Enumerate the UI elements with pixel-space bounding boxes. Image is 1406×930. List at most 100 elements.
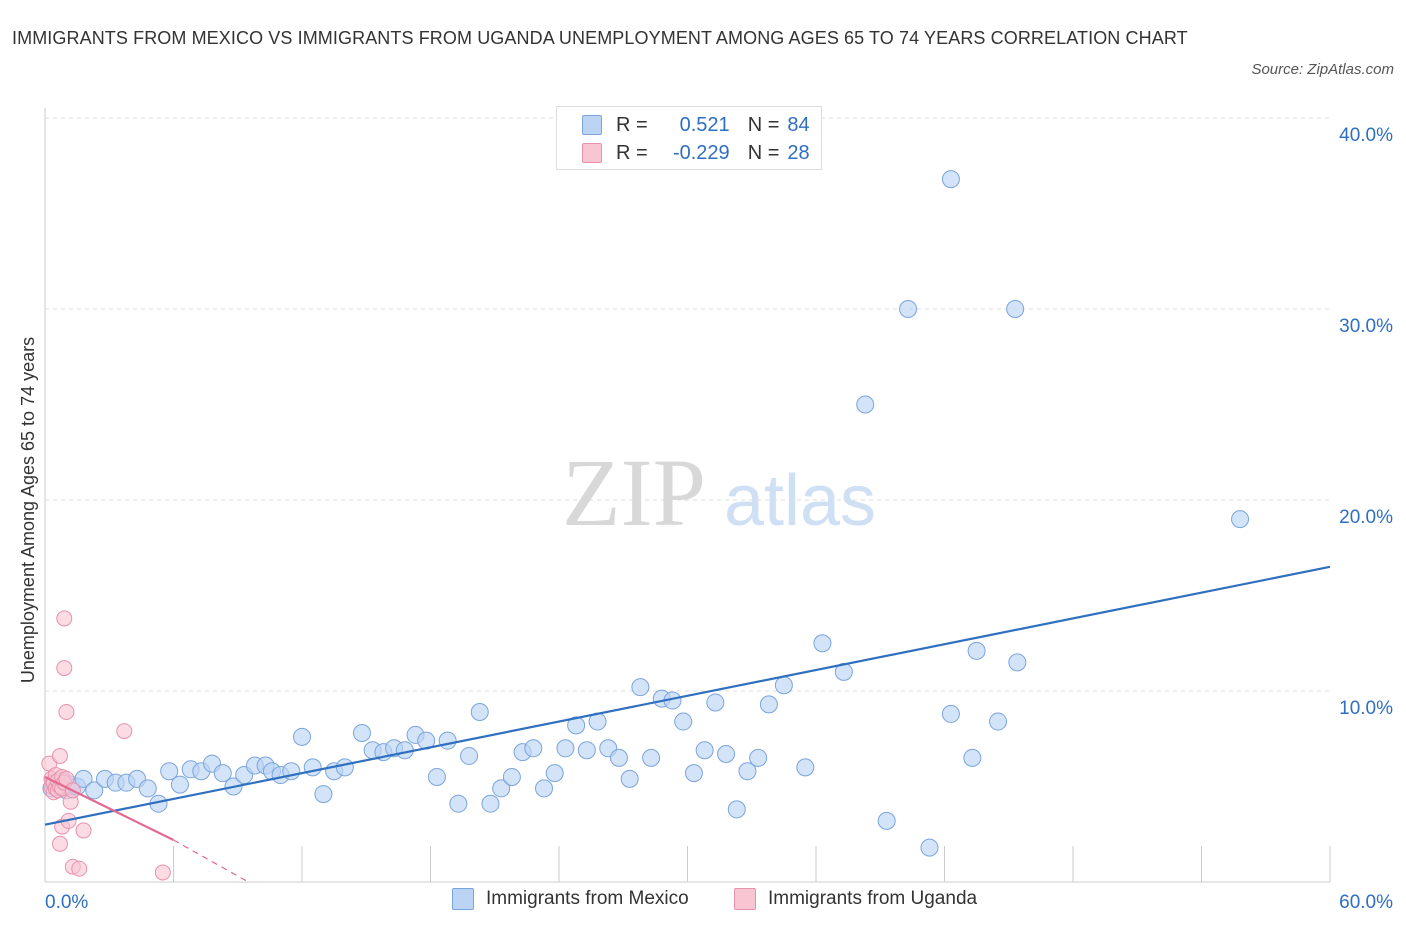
legend-row-mexico: R = 0.521 N = 84 <box>582 113 810 137</box>
mexico-point <box>577 741 596 760</box>
trend-lines <box>44 565 1331 883</box>
mexico-point <box>138 779 157 798</box>
uganda-trend-extension <box>173 839 249 883</box>
series-legend: Immigrants from Mexico Immigrants from U… <box>0 888 1406 918</box>
mexico-point <box>989 712 1008 731</box>
mexico-point <box>759 695 778 714</box>
chart-title: IMMIGRANTS FROM MEXICO VS IMMIGRANTS FRO… <box>12 28 1188 48</box>
mexico-point <box>963 748 982 767</box>
y-tick-label: 30.0% <box>1339 316 1393 337</box>
mexico-point <box>545 764 564 783</box>
uganda-point <box>51 747 68 764</box>
legend-uganda-swatch <box>734 888 756 910</box>
mexico-point <box>438 731 457 750</box>
mexico-trend-line <box>44 565 1331 826</box>
mexico-n-value: 84 <box>787 113 810 136</box>
tick-labels: 10.0% 20.0% 30.0% 40.0% 0.0% 60.0% <box>45 125 1393 913</box>
y-tick-label: 40.0% <box>1339 125 1393 146</box>
uganda-r-value: -0.229 <box>672 141 730 164</box>
mexico-point <box>717 745 736 764</box>
uganda-point <box>75 822 92 839</box>
mexico-point <box>631 678 650 697</box>
uganda-point <box>51 835 68 852</box>
mexico-point <box>877 811 896 830</box>
y-tick-label: 10.0% <box>1339 698 1393 719</box>
mexico-point <box>941 170 960 189</box>
mexico-point <box>856 395 875 414</box>
mexico-point <box>738 762 757 781</box>
uganda-point <box>154 864 171 881</box>
x-tick-label-max: 60.0% <box>1339 892 1393 913</box>
legend-row-uganda: R = -0.229 N = 28 <box>582 141 810 165</box>
mexico-point <box>303 758 322 777</box>
mexico-point <box>727 800 746 819</box>
watermark-zip: ZIP <box>562 439 706 546</box>
mexico-point <box>695 741 714 760</box>
uganda-point <box>56 610 73 627</box>
mexico-r-label: R = <box>616 113 648 136</box>
mexico-point <box>674 712 693 731</box>
mexico-point <box>449 794 468 813</box>
legend-item-mexico[interactable]: Immigrants from Mexico <box>452 888 689 910</box>
mexico-point <box>813 634 832 653</box>
mexico-point <box>620 769 639 788</box>
uganda-r-label: R = <box>616 141 648 164</box>
mexico-point <box>85 781 104 800</box>
mexico-point <box>352 724 371 743</box>
mexico-point <box>213 764 232 783</box>
mexico-swatch <box>582 115 602 135</box>
mexico-point <box>774 676 793 695</box>
mexico-point <box>556 739 575 758</box>
uganda-point <box>56 660 73 677</box>
mexico-point <box>1008 653 1027 672</box>
y-tick-label: 20.0% <box>1339 507 1393 528</box>
uganda-point <box>58 704 75 721</box>
mexico-point <box>314 785 333 804</box>
mexico-point <box>460 746 479 765</box>
mexico-point <box>609 748 628 767</box>
correlation-legend: R = 0.521 N = 84 R = -0.229 N = 28 <box>556 106 822 170</box>
mexico-point <box>160 762 179 781</box>
mexico-point <box>796 758 815 777</box>
uganda-point <box>71 860 88 877</box>
uganda-trend-line <box>44 775 174 841</box>
mexico-point <box>470 703 489 722</box>
mexico-r-value: 0.521 <box>679 113 730 136</box>
mexico-point <box>502 767 521 786</box>
uganda-n-value: 28 <box>787 141 810 164</box>
legend-mexico-label: Immigrants from Mexico <box>486 888 689 909</box>
uganda-point <box>116 723 133 740</box>
y-axis-label: Unemployment Among Ages 65 to 74 years <box>18 337 38 683</box>
mexico-point <box>967 641 986 660</box>
mexico-point <box>427 767 446 786</box>
axes <box>44 108 1331 883</box>
mexico-n-label: N = <box>747 113 780 136</box>
mexico-point <box>567 716 586 735</box>
source-label: Source: ZipAtlas.com <box>1251 61 1394 78</box>
uganda-swatch <box>582 143 602 163</box>
mexico-point <box>74 769 93 788</box>
legend-uganda-label: Immigrants from Uganda <box>768 888 978 909</box>
mexico-point <box>642 748 661 767</box>
mexico-point <box>170 775 189 794</box>
mexico-point <box>293 727 311 746</box>
watermark-atlas: atlas <box>724 461 876 541</box>
mexico-point <box>1231 510 1250 529</box>
x-tick-label-min: 0.0% <box>45 892 88 913</box>
uganda-n-label: N = <box>747 141 780 164</box>
mexico-point <box>492 779 511 798</box>
legend-item-uganda[interactable]: Immigrants from Uganda <box>734 888 977 910</box>
series-uganda-points <box>41 610 171 881</box>
mexico-point <box>535 779 554 798</box>
mexico-point <box>684 764 703 783</box>
mexico-point <box>1006 300 1025 318</box>
mexico-point <box>920 838 939 857</box>
mexico-point <box>335 758 354 777</box>
mexico-point <box>749 748 768 767</box>
mexico-point <box>899 300 918 318</box>
mexico-point <box>941 704 960 723</box>
mexico-point <box>706 693 725 712</box>
mexico-point <box>524 739 543 758</box>
legend-mexico-swatch <box>452 888 474 910</box>
